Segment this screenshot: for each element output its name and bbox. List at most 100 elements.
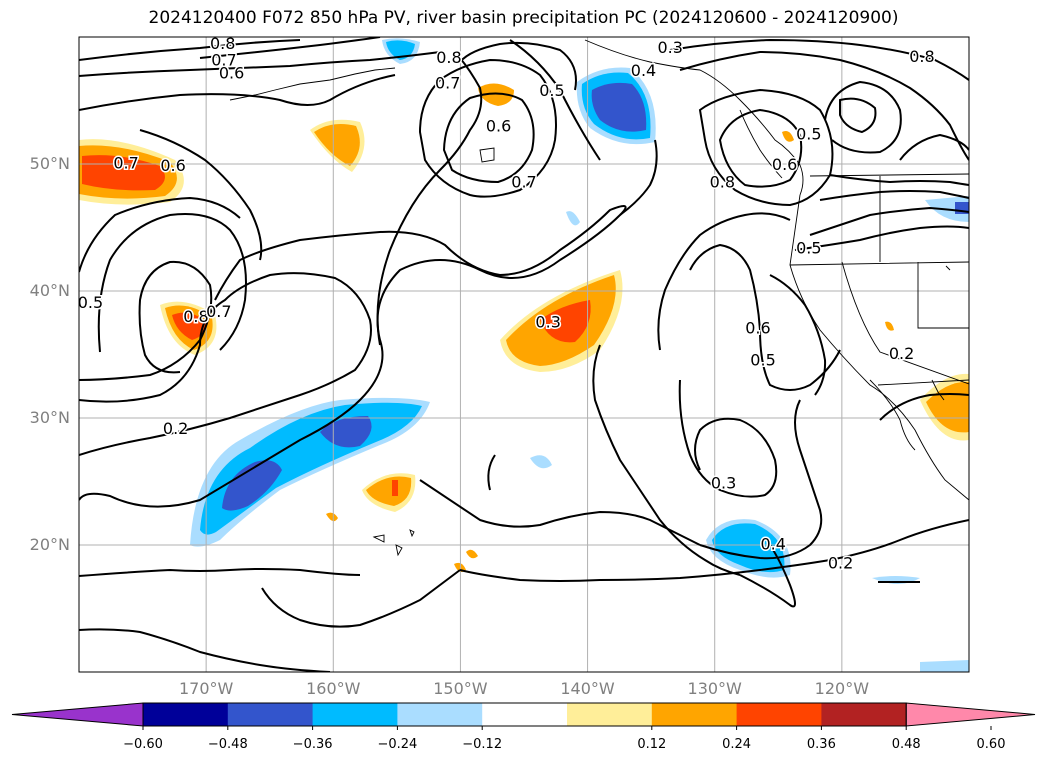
pv-contour: [592, 344, 741, 576]
contour-label: 0.4: [760, 535, 785, 554]
colorbar-segment: [482, 703, 568, 726]
precip-negative-area: [222, 460, 282, 511]
longitude-label: 170°W: [178, 679, 234, 698]
colorbar-tick-label: 0.12: [637, 737, 667, 752]
pv-contour: [879, 393, 969, 421]
contour-label: 0.5: [539, 81, 564, 100]
precip-negative-area: [712, 523, 785, 573]
colorbar-segment: [227, 703, 314, 726]
pv-contour: [79, 39, 301, 61]
latitude-label: 20°N: [29, 535, 70, 554]
pv-contour: [261, 569, 461, 628]
plot-frame: [78, 36, 970, 673]
colorbar-tick-label: −0.60: [123, 737, 163, 752]
pv-contour: [739, 544, 796, 608]
precip-positive-area: [326, 512, 338, 522]
colorbar-segment: [397, 703, 483, 726]
coastline: [372, 529, 415, 557]
precip-positive-area: [466, 549, 478, 559]
precip-negative-area: [591, 82, 647, 132]
pv-contours: [79, 37, 969, 672]
colorbar-tick-label: 0.24: [722, 737, 752, 752]
pv-contour: [824, 80, 902, 154]
map-title: 2024120400 F072 850 hPa PV, river basin …: [148, 8, 899, 28]
contour-label: 0.3: [535, 312, 560, 331]
colorbar: [11, 702, 1036, 730]
state-border: [789, 173, 969, 386]
pv-contour: [79, 628, 331, 672]
colorbar-segment: [567, 703, 653, 726]
pv-contour: [689, 243, 841, 391]
colorbar-extend-min: [11, 702, 144, 727]
precip-shading: [79, 38, 969, 672]
pv-contour: [899, 133, 969, 161]
contour-label: 0.6: [772, 155, 797, 174]
precip-positive-area: [392, 480, 398, 496]
coastline: [931, 265, 951, 401]
contour-label: 0.3: [657, 38, 682, 57]
pv-contour: [699, 399, 823, 560]
pv-contour: [657, 212, 791, 351]
coastline: [479, 147, 495, 163]
pv-contour: [79, 272, 372, 456]
pv-contour: [442, 92, 535, 184]
precip-positive-area: [366, 476, 412, 506]
contour-label: 0.7: [206, 302, 231, 321]
longitude-label: 150°W: [433, 679, 488, 698]
contour-label: 0.3: [711, 474, 736, 493]
colorbar-frame: [142, 702, 907, 727]
precip-negative-area: [566, 211, 580, 226]
longitude-label: 130°W: [687, 679, 742, 698]
coastline: [739, 109, 783, 179]
colorbar-segment: [312, 703, 398, 726]
longitude-label: 160°W: [306, 679, 361, 698]
pv-contour: [829, 174, 969, 186]
pv-contour: [839, 97, 877, 134]
contour-label: 0.7: [211, 51, 236, 70]
precip-negative-area: [530, 455, 552, 469]
precip-positive-area: [172, 312, 206, 340]
pv-contour: [809, 206, 969, 236]
colorbar-segment: [821, 703, 907, 726]
contour-label: 0.5: [750, 350, 775, 369]
precip-positive-area: [314, 124, 360, 166]
contour-label: 0.2: [889, 344, 914, 363]
pv-contour: [79, 196, 241, 273]
pv-contour: [718, 108, 803, 188]
colorbar-tick-label: −0.24: [377, 737, 418, 752]
contour-label: 0.5: [796, 124, 821, 143]
contour-label: 0.6: [745, 319, 770, 338]
contour-label: 0.2: [828, 554, 853, 573]
contour-label: 0.8: [710, 173, 735, 192]
contour-label: 0.8: [183, 307, 208, 326]
pv-contour: [487, 454, 496, 491]
contour-label: 0.6: [219, 63, 244, 82]
pv-contour: [199, 37, 381, 59]
contour-label: 0.8: [436, 48, 461, 67]
coastline: [229, 67, 396, 101]
precip-positive-area: [478, 83, 514, 106]
contour-label: 0.5: [78, 293, 103, 312]
contour-label: 0.7: [113, 154, 138, 173]
pv-contour: [418, 58, 557, 198]
latitude-label: 30°N: [29, 408, 70, 427]
pv-contour: [376, 57, 483, 346]
pv-contour: [679, 50, 969, 161]
pv-contour: [97, 213, 247, 353]
precip-negative-area: [920, 660, 969, 672]
contour-label: 0.8: [909, 47, 934, 66]
latitude-label: 50°N: [29, 154, 70, 173]
contour-label: 0.6: [160, 156, 185, 175]
pv-contour: [669, 38, 969, 81]
pv-contour: [139, 129, 263, 261]
colorbar-tick-label: −0.48: [207, 737, 248, 752]
precip-positive-area: [885, 321, 894, 331]
colorbar-segment: [736, 703, 822, 726]
coastlines: [229, 39, 969, 557]
longitude-label: 140°W: [560, 679, 615, 698]
colorbar-tick-label: −0.12: [462, 737, 503, 752]
pv-contour: [794, 225, 969, 251]
contour-label: 0.7: [435, 73, 460, 92]
gridlines: [79, 37, 969, 672]
